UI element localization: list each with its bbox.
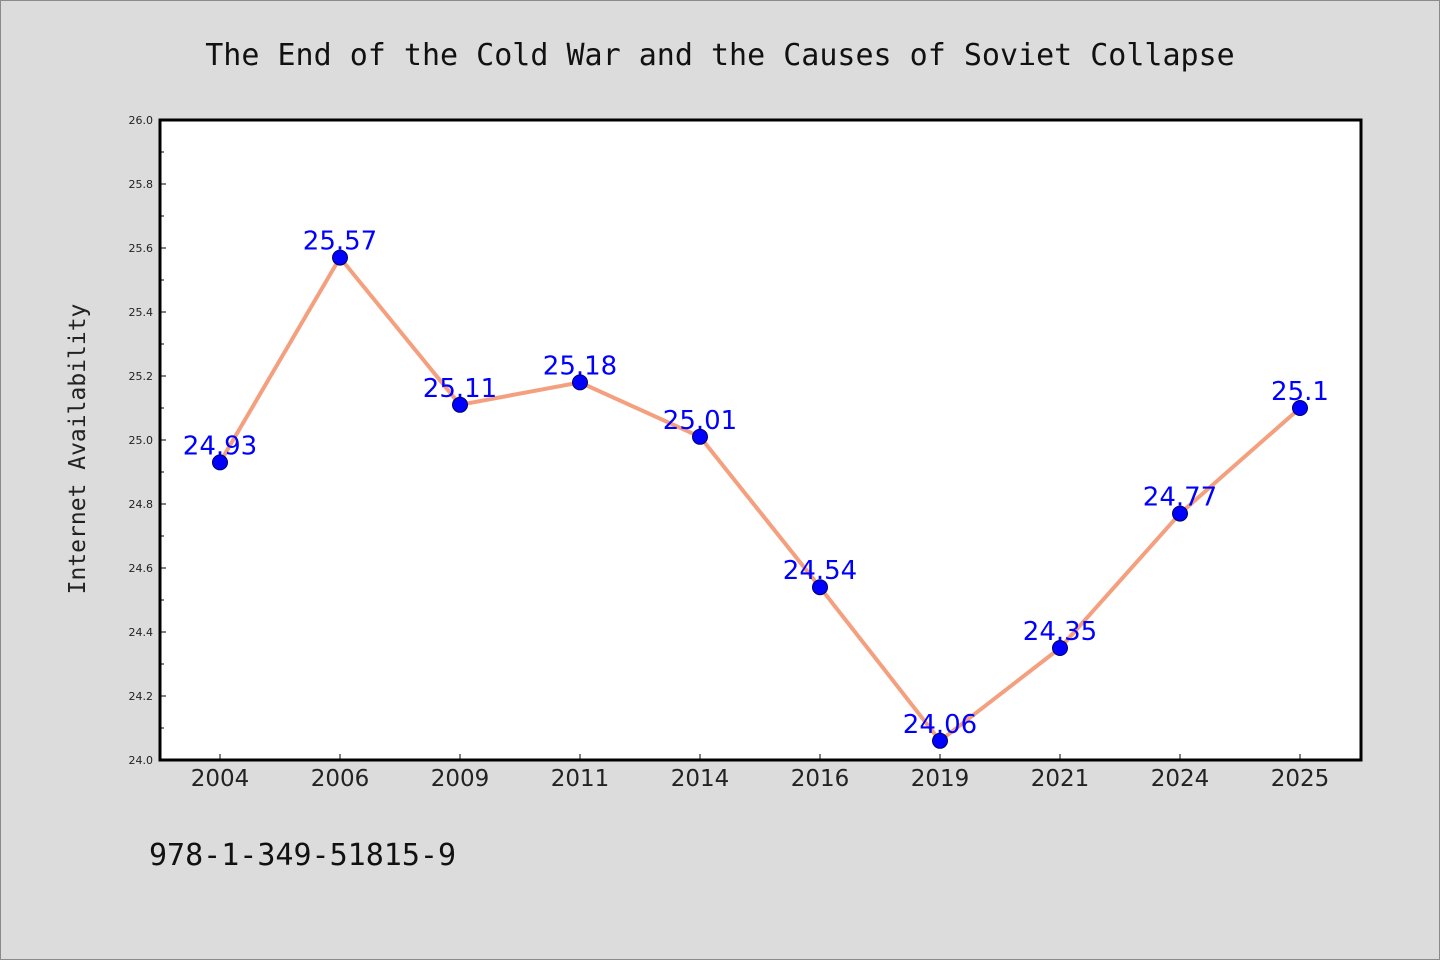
y-tick-label: 24.0 — [129, 754, 154, 767]
x-tick-label: 2014 — [671, 766, 730, 792]
y-tick-label: 24.4 — [129, 626, 154, 639]
data-label: 24.35 — [1023, 617, 1097, 647]
x-tick-label: 2021 — [1031, 766, 1090, 792]
y-tick-label: 24.8 — [129, 498, 154, 511]
x-tick-label: 2006 — [311, 766, 370, 792]
series-line — [218, 255, 1302, 743]
y-tick-label: 24.6 — [129, 562, 154, 575]
x-tick-label: 2016 — [791, 766, 850, 792]
y-tick-label: 26.0 — [129, 114, 154, 127]
data-point — [1292, 400, 1308, 416]
data-point — [812, 579, 828, 596]
data-label: 24.93 — [183, 431, 257, 461]
y-axis-ticks: 24.0 24.2 24.4 24.6 24.8 25.0 25.2 25.4 25.6 25.8… — [129, 114, 166, 767]
data-point — [212, 454, 228, 471]
x-tick-label: 2019 — [911, 766, 970, 792]
data-point — [452, 396, 468, 413]
x-axis-ticks: 2004 2006 2009 2011 2014 2016 2019 2021 2024 2025 — [191, 754, 1330, 792]
data-label: 24.06 — [903, 710, 977, 740]
x-tick-label: 2011 — [551, 766, 610, 792]
y-tick-label: 25.6 — [129, 242, 154, 255]
y-tick-label: 24.2 — [129, 690, 154, 703]
data-label: 25.18 — [543, 351, 617, 381]
x-tick-label: 2025 — [1271, 766, 1330, 792]
data-label: 24.77 — [1143, 483, 1217, 513]
data-label: 24.54 — [783, 556, 857, 586]
x-tick-label: 2009 — [431, 766, 490, 792]
data-point — [932, 732, 948, 749]
y-tick-label: 25.0 — [129, 434, 154, 447]
data-label: 25.01 — [663, 406, 737, 436]
data-label: 25.11 — [423, 374, 497, 404]
y-tick-label: 25.8 — [129, 178, 154, 191]
x-tick-label: 2004 — [191, 766, 250, 792]
data-labels: 24.93 25.57 25.11 25.18 25.01 24.54 24.06 24.35… — [183, 227, 1329, 740]
y-tick-label: 25.4 — [129, 306, 154, 319]
data-point — [572, 374, 588, 391]
data-point — [692, 428, 708, 445]
data-point — [1052, 640, 1068, 656]
data-label: 25.57 — [303, 227, 377, 257]
isbn-text: 978-1-349-51815-9 — [149, 838, 456, 873]
series-layer — [212, 249, 1308, 749]
data-label: 25.1 — [1271, 377, 1329, 407]
data-point — [332, 249, 348, 266]
y-axis-label: Internet Availability — [65, 304, 91, 595]
x-tick-label: 2024 — [1151, 766, 1210, 792]
data-point — [1172, 505, 1188, 522]
plot-area — [158, 118, 1363, 762]
chart-title: The End of the Cold War and the Causes o… — [205, 38, 1235, 73]
y-tick-label: 25.2 — [129, 370, 154, 383]
